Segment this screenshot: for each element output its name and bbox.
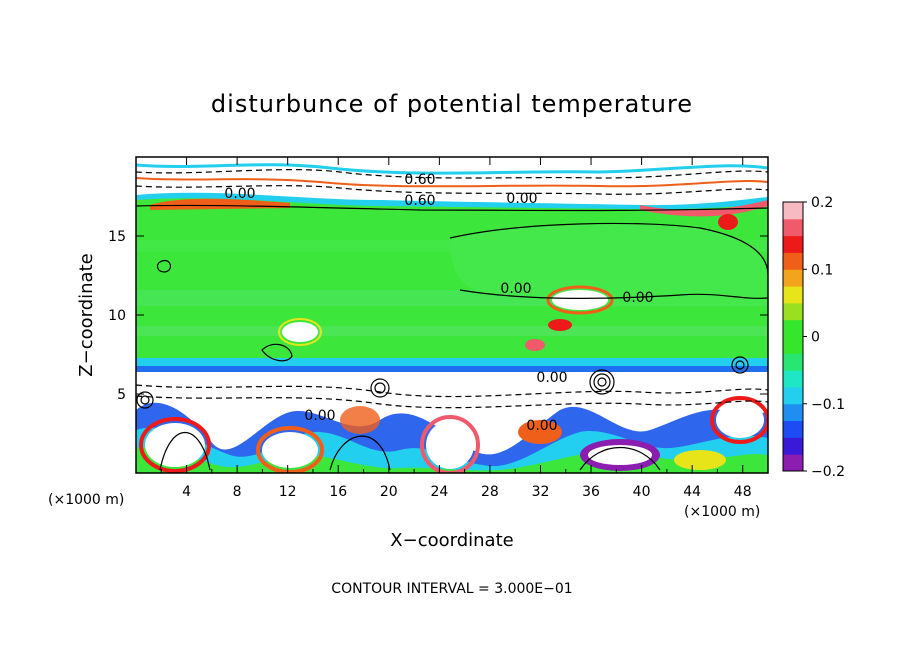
colorbar-tick-label: −0.2	[811, 464, 845, 480]
colorbar-swatch	[783, 420, 803, 438]
colorbar-swatch	[783, 235, 803, 253]
colorbar-swatch	[783, 336, 803, 354]
x-tick-label: 40	[633, 484, 651, 500]
colorbar-swatch	[783, 319, 803, 337]
x-tick-label: 16	[329, 484, 347, 500]
contour-interval-note: CONTOUR INTERVAL = 3.000E−01	[331, 581, 572, 597]
colorbar-swatch	[783, 286, 803, 304]
contour-label: 0.00	[506, 191, 537, 207]
contour-label: 0.00	[622, 290, 653, 306]
colorbar-swatch	[783, 370, 803, 388]
colorbar-swatch	[783, 252, 803, 270]
contour-label: 0.00	[304, 408, 335, 424]
colorbar-swatch	[783, 269, 803, 287]
x-tick-label: 24	[430, 484, 448, 500]
contour-label: 0.00	[526, 418, 557, 434]
x-tick-label: 36	[582, 484, 600, 500]
contour-lines	[136, 169, 768, 471]
colorbar-tick-label: 0.2	[811, 195, 833, 211]
colorbar-swatch	[783, 202, 803, 220]
colorbar-tick-label: 0	[811, 330, 820, 346]
x-tick-label: 32	[532, 484, 550, 500]
x-tick-label: 20	[380, 484, 398, 500]
colorbar-swatch	[783, 454, 803, 472]
x-tick-label: 4	[182, 484, 191, 500]
colorbar-swatch	[783, 403, 803, 422]
x-tick-label: 28	[481, 484, 499, 500]
colorbar-swatch	[783, 353, 803, 371]
y-tick-label: 15	[108, 229, 126, 245]
colorbar-tick-label: −0.1	[811, 397, 845, 413]
colorbar-swatch	[783, 218, 803, 237]
colorbar-tick-label: 0.1	[811, 262, 833, 278]
colorbar-swatch	[783, 437, 803, 455]
colorbar: 0.2 0.1 0 −0.1 −0.2	[783, 195, 845, 480]
y-axis: 5 10 15	[108, 229, 768, 403]
z-unit-label: (×1000 m)	[48, 492, 124, 508]
x-tick-label: 48	[734, 484, 752, 500]
contour-label: 0.00	[500, 281, 531, 297]
colorbar-frame	[782, 201, 804, 472]
x-unit-label: (×1000 m)	[684, 504, 760, 520]
y-tick-label: 5	[117, 387, 126, 403]
x-tick-label: 12	[279, 484, 297, 500]
contour-labels: 0.60 0.60 0.00 0.00 0.00 0.00 0.00 0.00 …	[224, 172, 653, 434]
contour-label: 0.60	[404, 193, 435, 209]
chart-title: disturbunce of potential temperature	[211, 90, 693, 118]
x-axis-label: X−coordinate	[390, 530, 513, 551]
x-axis: 4 8 12 16 20 24 28 32 36 40 44 48	[160, 157, 752, 500]
colorbar-swatch	[783, 386, 803, 405]
heatmap-field	[136, 157, 768, 473]
x-tick-label: 8	[233, 484, 242, 500]
contour-label: 0.60	[404, 172, 435, 188]
colorbar-swatch	[783, 302, 803, 321]
contour-label: 0.00	[224, 186, 255, 202]
x-tick-label: 44	[683, 484, 701, 500]
y-tick-label: 10	[108, 308, 126, 324]
y-axis-label: Z−coordinate	[76, 253, 97, 376]
contour-label: 0.00	[536, 370, 567, 386]
